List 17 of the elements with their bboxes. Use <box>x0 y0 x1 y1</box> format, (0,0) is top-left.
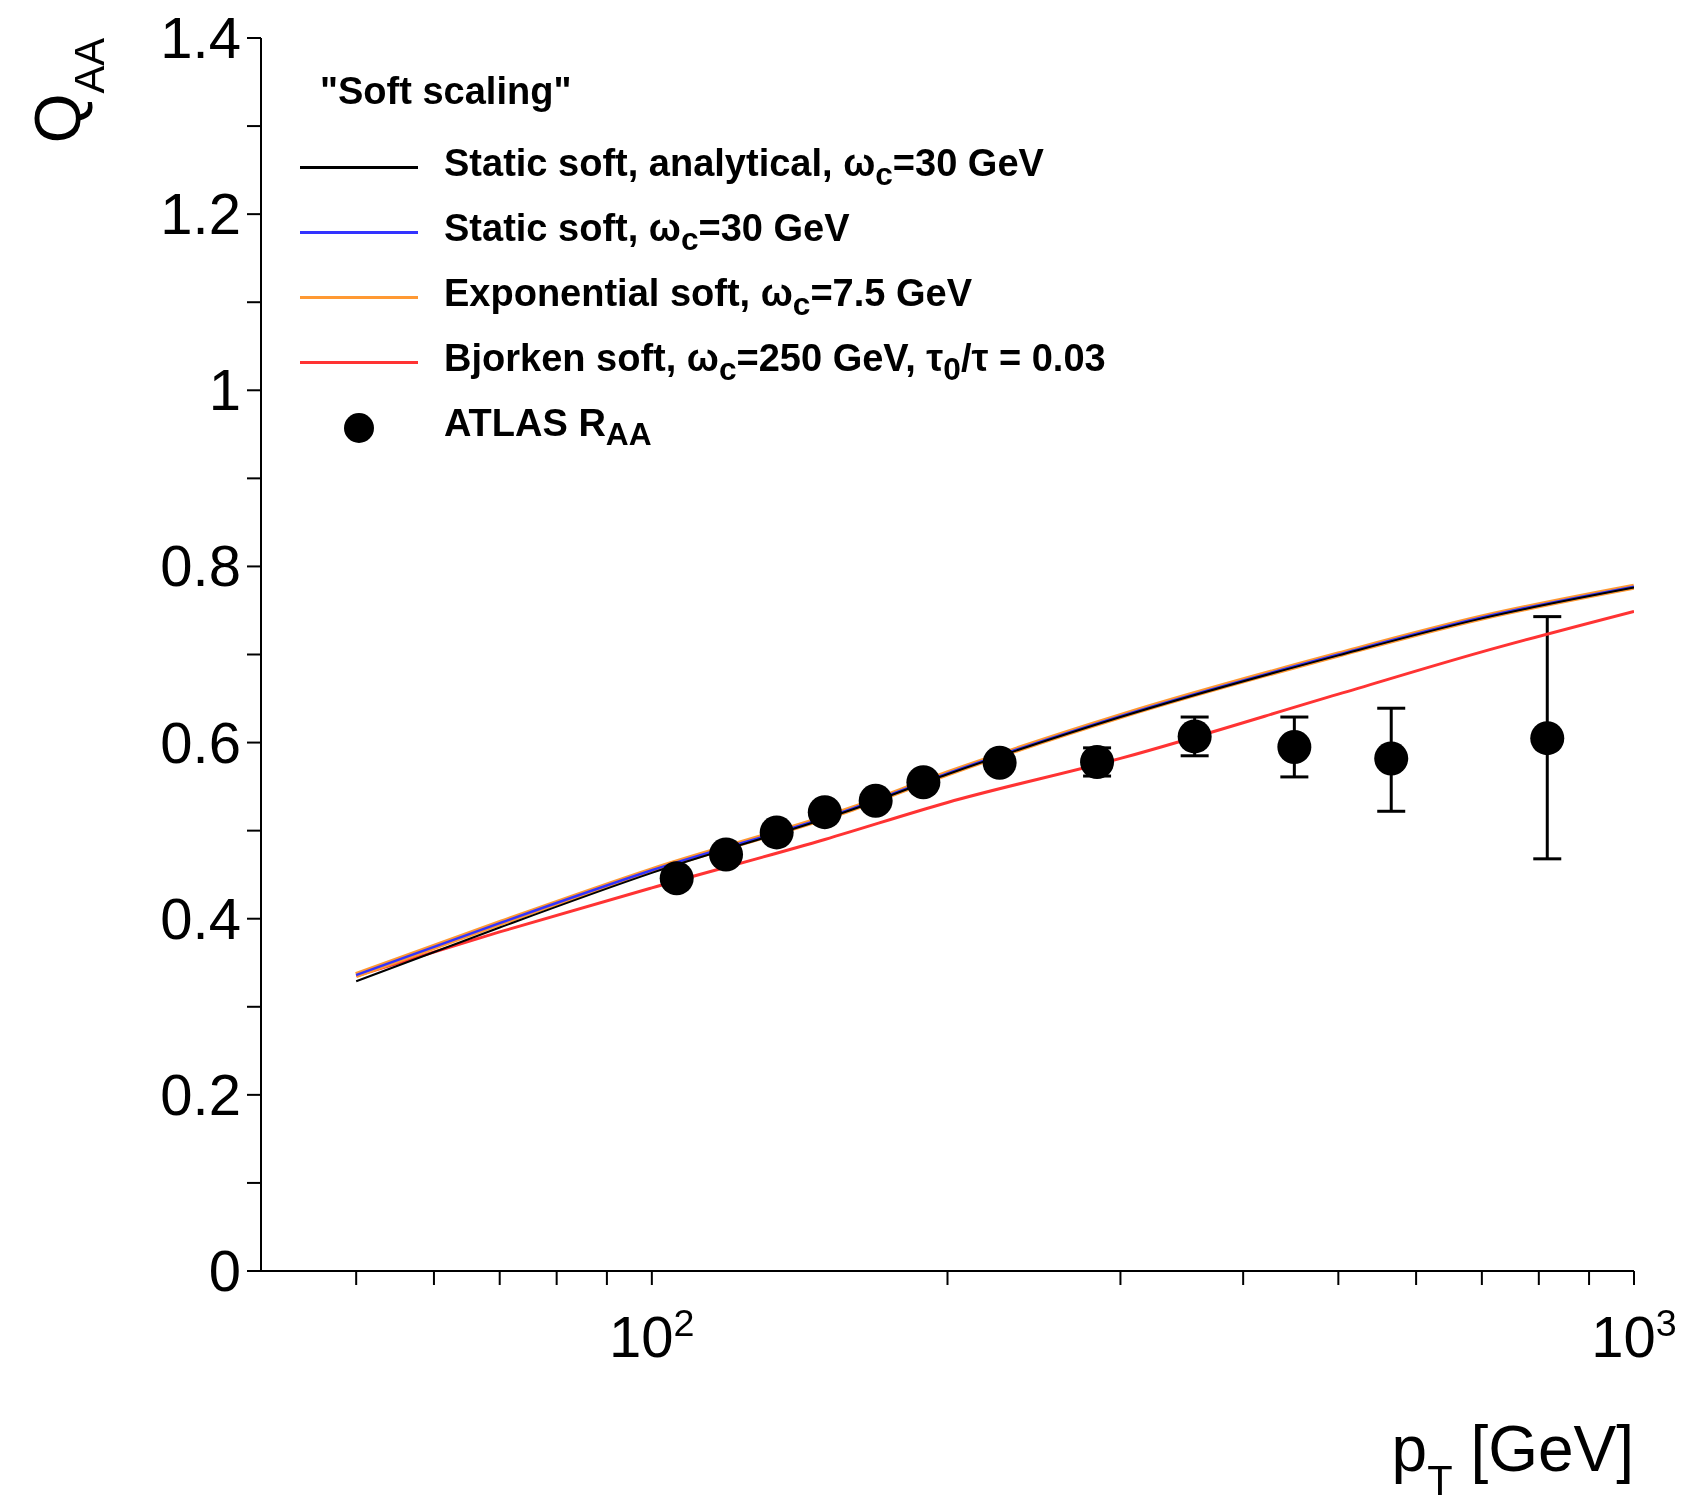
y-tick-label: 0.8 <box>160 533 241 599</box>
y-tick-label: 0.6 <box>160 709 241 775</box>
legend-label: Static soft, analytical, ω$_{c}$=30 GeV <box>444 142 1044 193</box>
y-tick-label: 0 <box>208 1238 241 1303</box>
x-axis-title: p$_{T}$ [GeV] <box>1391 1413 1634 1495</box>
x-tick-label: 10$^{2}$ <box>609 1302 695 1369</box>
legend-label: ATLAS R$_{AA}$ <box>444 402 652 453</box>
y-tick-label: 1 <box>208 357 241 423</box>
y-tick-label: 1.2 <box>160 181 241 247</box>
legend-label: Bjorken soft, ω$_{c}$=250 GeV, τ$_{0}$/τ = 0.03 <box>444 337 1106 388</box>
legend-label: Exponential soft, ω$_{c}$=7.5 GeV <box>444 272 973 323</box>
y-tick-label: 0.2 <box>160 1061 241 1127</box>
legend-title: "Soft scaling" <box>320 70 573 113</box>
x-tick-label: 10$^{3}$ <box>1591 1302 1677 1369</box>
legend-label: Static soft, ω$_{c}$=30 GeV <box>444 207 850 258</box>
y-tick-label: 1.4 <box>160 5 241 70</box>
y-tick-label: 0.4 <box>160 885 241 951</box>
